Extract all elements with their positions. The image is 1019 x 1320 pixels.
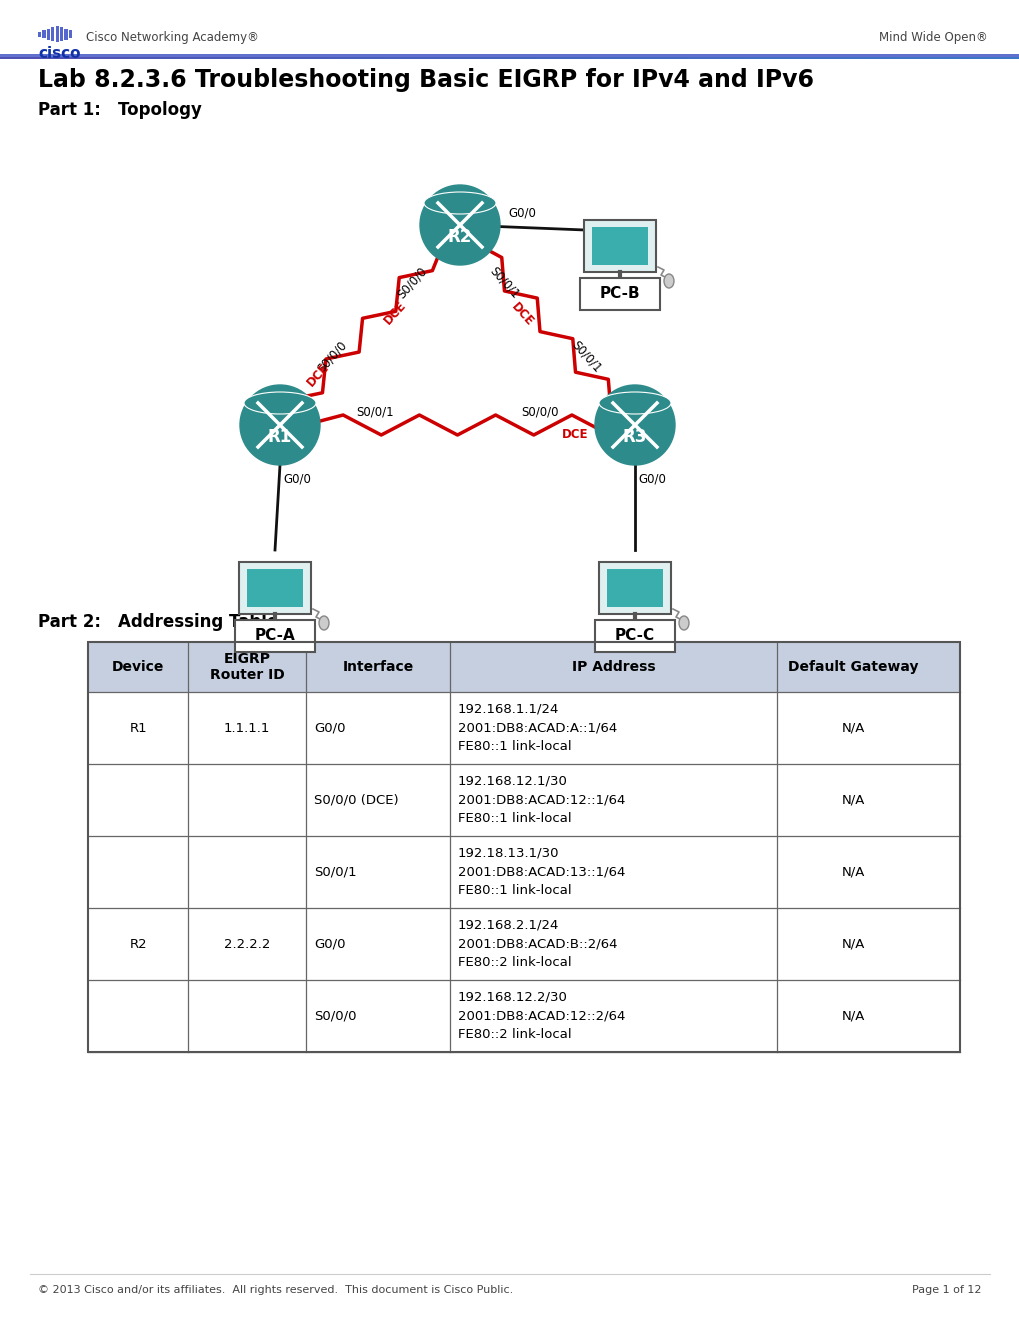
- Text: 192.168.12.1/30
2001:DB8:ACAD:12::1/64
FE80::1 link-local: 192.168.12.1/30 2001:DB8:ACAD:12::1/64 F…: [458, 775, 625, 825]
- Bar: [88, 642, 959, 1052]
- Text: 192.168.2.1/24
2001:DB8:ACAD:B::2/64
FE80::2 link-local: 192.168.2.1/24 2001:DB8:ACAD:B::2/64 FE8…: [458, 919, 616, 969]
- Text: S0/0/1: S0/0/1: [487, 265, 522, 301]
- Text: © 2013 Cisco and/or its affiliates.  All rights reserved.  This document is Cisc: © 2013 Cisco and/or its affiliates. All …: [38, 1284, 513, 1295]
- Text: G0/0: G0/0: [507, 206, 535, 219]
- Bar: [43, 30, 46, 38]
- Text: 192.168.12.2/30
2001:DB8:ACAD:12::2/64
FE80::2 link-local: 192.168.12.2/30 2001:DB8:ACAD:12::2/64 F…: [458, 990, 625, 1041]
- Bar: [594, 620, 675, 652]
- Bar: [0, 54, 1019, 57]
- Text: IP Address: IP Address: [571, 660, 654, 675]
- Text: N/A: N/A: [841, 722, 864, 734]
- Bar: [64, 29, 67, 40]
- Text: Mind Wide Open®: Mind Wide Open®: [878, 30, 987, 44]
- Text: R3: R3: [623, 428, 646, 446]
- Text: N/A: N/A: [841, 937, 864, 950]
- Text: S0/0/0: S0/0/0: [314, 1010, 357, 1023]
- Text: G0/0: G0/0: [282, 473, 311, 486]
- Bar: [604, 280, 635, 285]
- Text: DCE: DCE: [561, 429, 588, 441]
- Text: DCE: DCE: [507, 301, 535, 329]
- Bar: [620, 622, 649, 627]
- Text: R1: R1: [129, 722, 147, 734]
- Text: 192.18.13.1/30
2001:DB8:ACAD:13::1/64
FE80::1 link-local: 192.18.13.1/30 2001:DB8:ACAD:13::1/64 FE…: [458, 846, 625, 898]
- Text: S0/0/1: S0/0/1: [314, 866, 357, 879]
- Ellipse shape: [319, 616, 329, 630]
- Bar: [51, 26, 54, 41]
- Text: 1.1.1.1: 1.1.1.1: [224, 722, 270, 734]
- Text: Part 2:: Part 2:: [38, 612, 101, 631]
- Text: 192.168.1.1/24
2001:DB8:ACAD:A::1/64
FE80::1 link-local: 192.168.1.1/24 2001:DB8:ACAD:A::1/64 FE8…: [458, 702, 616, 754]
- Ellipse shape: [663, 275, 674, 288]
- Text: R2: R2: [129, 937, 147, 950]
- Text: PC-C: PC-C: [614, 628, 654, 644]
- Bar: [584, 220, 655, 272]
- Text: S0/0/0: S0/0/0: [394, 265, 429, 301]
- Bar: [88, 642, 959, 692]
- Bar: [580, 279, 659, 310]
- Text: Cisco Networking Academy®: Cisco Networking Academy®: [86, 30, 259, 44]
- Bar: [238, 562, 311, 614]
- Text: Lab 8.2.3.6 Troubleshooting Basic EIGRP for IPv4 and IPv6: Lab 8.2.3.6 Troubleshooting Basic EIGRP …: [38, 69, 813, 92]
- Circle shape: [420, 185, 499, 265]
- Text: R2: R2: [447, 228, 472, 246]
- Text: Device: Device: [112, 660, 164, 675]
- Bar: [591, 227, 647, 265]
- Bar: [68, 30, 72, 38]
- Bar: [60, 26, 63, 41]
- Bar: [598, 562, 671, 614]
- Text: S0/0/1: S0/0/1: [569, 339, 604, 375]
- Circle shape: [594, 385, 675, 465]
- Bar: [47, 29, 50, 40]
- Text: PC-A: PC-A: [255, 628, 296, 644]
- Bar: [0, 0, 1019, 55]
- Bar: [234, 620, 315, 652]
- Bar: [606, 569, 662, 607]
- Bar: [56, 26, 59, 42]
- Text: Default Gateway: Default Gateway: [787, 660, 917, 675]
- Text: Interface: Interface: [342, 660, 413, 675]
- Bar: [260, 622, 289, 627]
- Circle shape: [239, 385, 320, 465]
- Text: G0/0: G0/0: [314, 722, 345, 734]
- Text: 2.2.2.2: 2.2.2.2: [224, 937, 270, 950]
- Text: DCE: DCE: [381, 298, 409, 327]
- Text: N/A: N/A: [841, 793, 864, 807]
- Text: R1: R1: [268, 428, 291, 446]
- Ellipse shape: [679, 616, 688, 630]
- Bar: [38, 32, 41, 37]
- Text: PC-B: PC-B: [599, 286, 640, 301]
- Text: G0/0: G0/0: [637, 473, 665, 486]
- Ellipse shape: [424, 191, 495, 214]
- Text: N/A: N/A: [841, 1010, 864, 1023]
- Text: DCE: DCE: [304, 360, 331, 389]
- Ellipse shape: [598, 392, 671, 414]
- Text: cisco: cisco: [38, 46, 81, 61]
- Text: S0/0/0: S0/0/0: [521, 405, 558, 418]
- Text: EIGRP
Router ID: EIGRP Router ID: [210, 652, 284, 682]
- Text: S0/0/1: S0/0/1: [356, 405, 393, 418]
- Text: Topology: Topology: [95, 102, 202, 119]
- Ellipse shape: [244, 392, 316, 414]
- Text: S0/0/0: S0/0/0: [314, 339, 350, 375]
- Text: Part 1:: Part 1:: [38, 102, 101, 119]
- Text: Addressing Table: Addressing Table: [95, 612, 278, 631]
- Text: Page 1 of 12: Page 1 of 12: [912, 1284, 981, 1295]
- Text: S0/0/0 (DCE): S0/0/0 (DCE): [314, 793, 398, 807]
- Text: G0/0: G0/0: [314, 937, 345, 950]
- Text: N/A: N/A: [841, 866, 864, 879]
- Bar: [247, 569, 303, 607]
